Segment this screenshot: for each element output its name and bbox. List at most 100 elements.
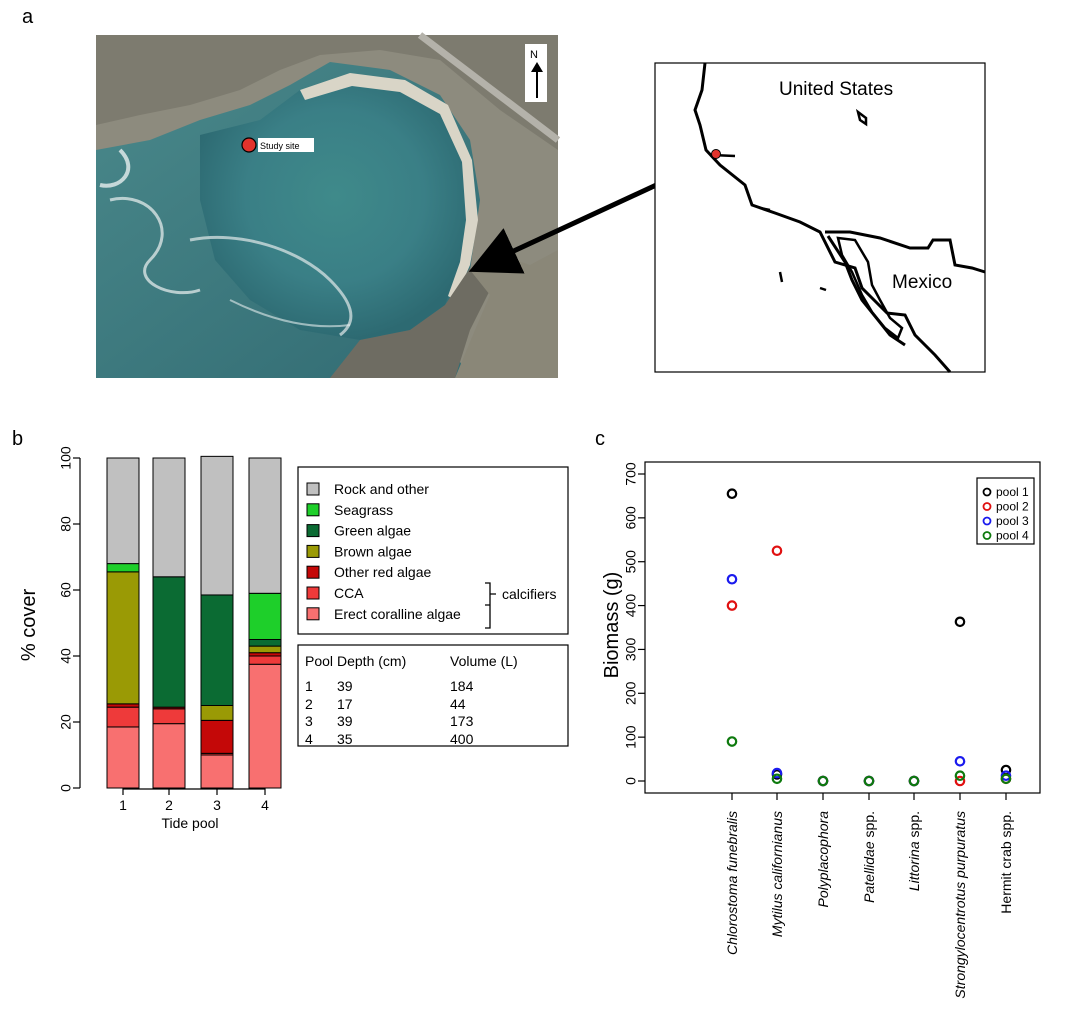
bar-segment [248,645,282,654]
bar-segment [106,563,140,573]
aerial-photo: Study site N [96,32,561,378]
bar-segment [106,726,140,789]
study-site-label-box [258,138,314,152]
pool-table-cell: 4 [305,731,313,747]
legend-b: Rock and other Seagrass Green algae Brown a… [297,466,569,635]
bar-segment [248,663,282,789]
data-point [726,600,738,611]
x-tick-label-c: Patellidae spp. [861,811,877,903]
bar-segment [200,455,234,596]
data-point [954,616,966,628]
study-site-label: Study site [260,141,300,151]
pool-table-cell: 44 [450,696,466,712]
data-point [954,755,966,767]
y-tick-label-b: 100 [58,446,74,470]
legend-swatch-b [306,586,320,600]
y-tick-label-c: 300 [623,638,639,662]
y-axis-label-b: % cover [18,589,40,662]
pool-table-cell: 39 [337,713,353,729]
panel-letter-a: a [22,6,34,28]
data-point [908,775,920,787]
bar-segment [200,719,234,754]
x-tick-label-b: 3 [213,797,221,813]
y-tick-label-b: 20 [58,714,74,730]
data-point [1000,773,1012,785]
x-tick-label-b: 1 [119,797,127,813]
pool-table-cell: 39 [337,678,353,694]
north-label: N [530,49,538,61]
y-tick-label-c: 200 [623,681,639,705]
x-tick-label-b: 4 [261,797,269,813]
data-point [771,545,783,557]
calcifiers-label: calcifiers [502,586,556,602]
panel-letter-b: b [12,428,23,450]
legend-marker-c [982,487,992,497]
pool-table-cell: 184 [450,678,474,694]
data-point [817,775,829,787]
bar-segment [106,706,140,728]
bar-segment [152,457,186,578]
x-axis-label-b: Tide pool [161,815,218,831]
legend-entry-c: pool 2 [996,500,1029,514]
pool-table-header-depth: Depth (cm) [337,653,406,669]
y-tick-label-b: 80 [58,516,74,532]
x-tick-label-b: 2 [165,797,173,813]
legend-swatch-b [306,607,320,621]
x-tick-label-c: Mytilus californianus [769,811,785,937]
pool-table-cell: 17 [337,696,353,712]
legend-swatch-b [306,482,320,496]
bar-segment [200,754,234,789]
bar-segment [248,639,282,647]
legend-entry-b: Seagrass [334,502,393,518]
scatter-chart: 0 100 200 300 400 500 600 700 Biomass (g) Chloros… [601,461,1041,999]
legend-marker-c [982,531,992,540]
legend-marker-c [982,516,992,526]
panel-letter-c: c [595,428,605,450]
legend-entry-b: Erect coralline algae [334,606,461,622]
legend-marker-c [982,502,992,511]
legend-swatch-b [306,544,320,558]
data-point [771,773,783,785]
y-axis-label-c: Biomass (g) [601,572,623,679]
bar-segment [152,576,186,708]
data-point [726,573,738,585]
data-point [954,770,966,782]
bar-segment [248,592,282,640]
x-tick-label-c: Hermit crab spp. [998,811,1014,914]
legend-swatch-b [306,524,320,538]
stacked-bar-chart: 0 20 40 60 80 100 % cover 1 2 3 4 Tide pool [18,446,282,831]
legend-swatch-b [306,565,320,579]
y-tick-label-b: 0 [58,784,74,792]
legend-entry-c: pool 3 [996,514,1029,528]
data-point [726,736,738,747]
y-tick-label-b: 40 [58,648,74,664]
y-tick-label-c: 0 [623,777,639,785]
legend-entry-c: pool 1 [996,485,1029,499]
bar-segment [106,571,140,705]
y-tick-label-c: 600 [623,506,639,530]
pool-table-cell: 400 [450,731,474,747]
x-tick-label-c: Polyplacophora [815,811,831,908]
y-tick-label-c: 400 [623,594,639,618]
bar-segment [200,705,234,721]
map-label-united-states: United States [779,79,893,100]
y-tick-label-c: 100 [623,725,639,749]
data-point [954,775,966,787]
x-tick-label-c: Strongylocentrotus purpuratus [952,811,968,999]
pool-table-cell: 173 [450,713,474,729]
pool-table: Pool Depth (cm) Volume (L) 1 39 184 2 17… [297,644,569,747]
y-tick-label-c: 500 [623,550,639,574]
bar-segment [152,723,186,789]
pool-table-cell: 3 [305,713,313,729]
legend-entry-b: Brown algae [334,543,412,559]
bar-segment [200,594,234,707]
inset-site-marker [711,149,721,159]
pool-table-cell: 35 [337,731,353,747]
data-point [726,488,738,500]
bar-segment [152,708,186,725]
data-point [771,767,783,779]
y-tick-label-b: 60 [58,582,74,598]
legend-swatch-b [306,503,320,517]
map-label-mexico: Mexico [892,272,952,293]
y-tick-label-c: 700 [623,462,639,486]
